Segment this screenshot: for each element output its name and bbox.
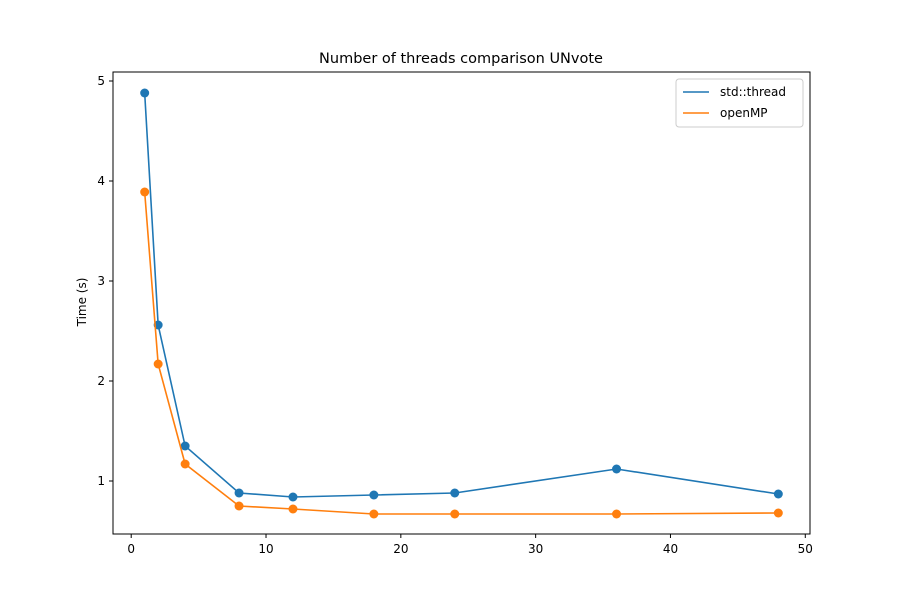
y-tick-label-1: 2 xyxy=(97,374,105,388)
data-point-1-7 xyxy=(612,509,622,519)
series-0 xyxy=(140,88,783,502)
data-point-0-5 xyxy=(369,490,379,500)
data-point-0-0 xyxy=(140,88,150,98)
data-point-1-0 xyxy=(140,187,150,197)
axis-ticks: 0 10 20 30 40 50 1 2 3 4 5 xyxy=(97,74,813,556)
legend-label-1: openMP xyxy=(720,106,768,120)
legend-box xyxy=(675,78,804,128)
y-tick-label-3: 4 xyxy=(97,174,105,188)
data-point-0-4 xyxy=(288,492,298,502)
chart-title: Number of threads comparison UNvote xyxy=(319,51,603,67)
plot-frame xyxy=(112,71,811,535)
plot-area xyxy=(140,88,783,519)
data-point-0-6 xyxy=(450,488,460,498)
x-tick-label-0: 0 xyxy=(127,542,135,556)
data-point-1-2 xyxy=(180,459,190,469)
x-tick-label-4: 40 xyxy=(663,542,678,556)
y-tick-label-4: 5 xyxy=(97,74,105,88)
y-tick-label-0: 1 xyxy=(97,474,105,488)
x-tick-label-2: 20 xyxy=(393,542,408,556)
x-tick-label-3: 30 xyxy=(528,542,543,556)
data-point-1-4 xyxy=(288,504,298,514)
data-point-1-6 xyxy=(450,509,460,519)
series-line-0 xyxy=(143,92,779,498)
x-tick-label-5: 50 xyxy=(798,542,813,556)
data-point-0-3 xyxy=(234,488,244,498)
series-line-1 xyxy=(143,191,779,515)
data-point-0-2 xyxy=(180,441,190,451)
series-1 xyxy=(140,187,783,519)
data-point-0-8 xyxy=(773,489,783,499)
legend-label-0: std::thread xyxy=(720,85,786,99)
data-point-1-3 xyxy=(234,501,244,511)
data-point-0-7 xyxy=(612,464,622,474)
y-axis-label: Time (s) xyxy=(75,278,89,328)
data-point-1-8 xyxy=(773,508,783,518)
y-tick-label-2: 3 xyxy=(97,274,105,288)
x-tick-label-1: 10 xyxy=(258,542,273,556)
data-point-1-1 xyxy=(153,359,163,369)
data-point-1-5 xyxy=(369,509,379,519)
